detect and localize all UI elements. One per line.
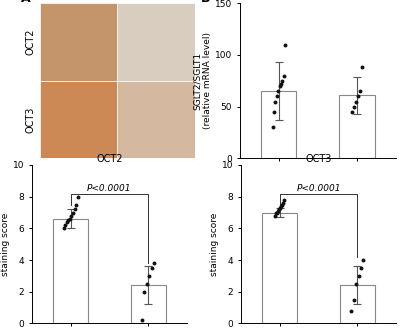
Point — [60, 226, 67, 231]
Point — [279, 202, 286, 207]
Title: OCT3: OCT3 — [305, 154, 332, 164]
Point — [348, 308, 354, 314]
Point — [350, 104, 357, 109]
Point — [279, 78, 286, 83]
FancyBboxPatch shape — [40, 3, 117, 81]
Bar — [261, 91, 296, 158]
Point — [277, 205, 284, 211]
Point — [276, 207, 282, 212]
Point — [71, 207, 78, 212]
Point — [151, 261, 158, 266]
Point — [144, 281, 150, 286]
Point — [353, 99, 359, 104]
Point — [272, 99, 279, 104]
Point — [355, 94, 361, 99]
FancyBboxPatch shape — [117, 3, 195, 81]
Point — [359, 65, 366, 70]
Point — [280, 200, 287, 206]
Bar — [262, 213, 297, 323]
Point — [276, 83, 283, 89]
Point — [282, 42, 288, 47]
Y-axis label: staining score: staining score — [210, 213, 219, 276]
Text: A: A — [21, 0, 31, 5]
Point — [353, 281, 359, 286]
Point — [357, 88, 364, 94]
Title: OCT2: OCT2 — [96, 154, 123, 164]
Text: OCT2: OCT2 — [26, 29, 36, 55]
Point — [67, 216, 73, 221]
Point — [146, 273, 153, 279]
Text: OCT3: OCT3 — [26, 107, 36, 133]
Point — [275, 208, 282, 214]
Bar — [131, 285, 166, 323]
Point — [275, 88, 282, 94]
Point — [281, 197, 288, 203]
Point — [280, 73, 287, 78]
Bar — [53, 219, 88, 323]
Point — [270, 125, 276, 130]
Y-axis label: SGLT2/SGLT1
(relative mRNA level): SGLT2/SGLT1 (relative mRNA level) — [193, 32, 212, 129]
Point — [68, 213, 75, 218]
Point — [74, 194, 81, 199]
Text: P<0.0001: P<0.0001 — [296, 184, 341, 193]
Point — [350, 297, 357, 302]
Bar — [340, 285, 375, 323]
Point — [62, 222, 68, 228]
Point — [149, 265, 155, 271]
Point — [73, 202, 79, 207]
Point — [355, 273, 362, 279]
Point — [64, 219, 70, 225]
Point — [278, 204, 284, 209]
Point — [360, 257, 367, 263]
Text: P<0.0001: P<0.0001 — [87, 184, 132, 193]
Point — [141, 289, 148, 294]
Text: B: B — [201, 0, 210, 5]
Point — [358, 265, 364, 271]
FancyBboxPatch shape — [40, 81, 117, 158]
Point — [278, 81, 284, 86]
Y-axis label: staining score: staining score — [1, 213, 10, 276]
FancyBboxPatch shape — [117, 81, 195, 158]
Point — [348, 109, 355, 115]
Point — [273, 210, 280, 215]
Point — [70, 210, 76, 215]
Point — [272, 213, 278, 218]
Point — [274, 94, 280, 99]
Point — [271, 109, 277, 115]
Point — [139, 317, 145, 323]
Point — [274, 210, 280, 215]
Point — [65, 218, 72, 223]
Bar — [340, 95, 374, 158]
